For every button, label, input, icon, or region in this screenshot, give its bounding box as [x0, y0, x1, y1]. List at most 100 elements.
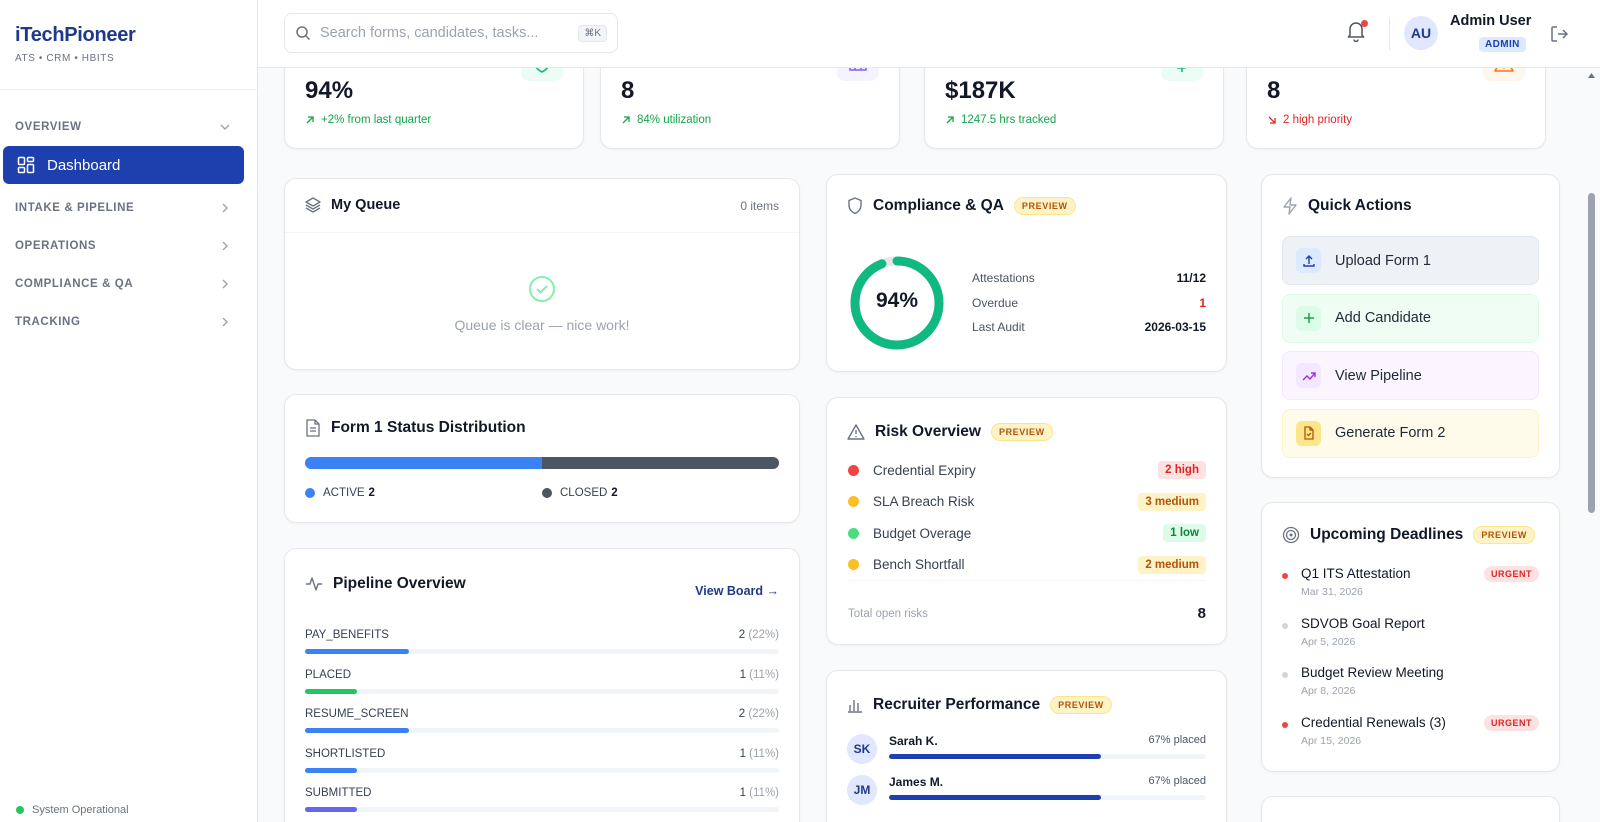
stat-trend: 2 high priority	[1267, 114, 1352, 126]
deadline-item[interactable]: SDVOB Goal Report Apr 5, 2026	[1282, 616, 1539, 664]
status-bar	[305, 457, 779, 469]
nav-group-operations[interactable]: OPERATIONS	[0, 227, 257, 265]
deadline-date: Apr 15, 2026	[1301, 734, 1362, 747]
recruiter-name: James M.	[889, 775, 944, 789]
deadline-title: Budget Review Meeting	[1301, 665, 1444, 680]
quick-action-button[interactable]: Upload Form 1	[1282, 236, 1539, 285]
scrollbar[interactable]	[1583, 68, 1600, 822]
preview-badge: PREVIEW	[1473, 526, 1536, 544]
stage-percent: (11%)	[749, 668, 779, 681]
compliance-value: 11/12	[1176, 271, 1206, 285]
arrow-up-right-icon	[946, 116, 954, 124]
compliance-label: Overdue	[972, 295, 1019, 310]
stat-card-risks[interactable]: 8 2 high priority	[1246, 68, 1546, 149]
deadline-dot	[1282, 672, 1288, 678]
quick-actions-card: Quick Actions Upload Form 1 Add Candidate…	[1261, 174, 1560, 478]
stat-sub-label: 2 high priority	[1283, 114, 1353, 126]
avatar[interactable]: AU	[1404, 16, 1438, 50]
stage-percent: (22%)	[748, 708, 779, 720]
deadline-title: Credential Renewals (3)	[1301, 714, 1446, 730]
risk-dot	[848, 464, 859, 476]
risk-name: Budget Overage	[873, 525, 972, 541]
pipeline-row[interactable]: SUBMITTED 1 (11%)	[305, 787, 779, 822]
shortcut-hint: ⌘K	[578, 24, 607, 42]
nav-group-compliance[interactable]: COMPLIANCE & QA	[0, 265, 257, 303]
compliance-label: Last Audit	[972, 320, 1025, 334]
stage-percent: (11%)	[749, 787, 779, 799]
deadline-title: Q1 ITS Attestation	[1301, 566, 1411, 581]
nav-group-overview[interactable]: OVERVIEW	[0, 108, 257, 146]
pipeline-row[interactable]: RESUME_SCREEN 2 (22%)	[305, 708, 779, 746]
recruiter-row[interactable]: SK Sarah K. 67% placed	[847, 734, 1206, 774]
pipeline-row[interactable]: PAY_BENEFITS 2 (22%)	[305, 629, 779, 667]
deadline-item[interactable]: Budget Review Meeting Apr 8, 2026	[1282, 665, 1539, 713]
logout-button[interactable]	[1549, 24, 1569, 44]
stat-card-compliance[interactable]: 94% +2% from last quarter	[284, 68, 584, 149]
warning-icon	[1483, 68, 1525, 81]
urgent-badge: URGENT	[1484, 566, 1539, 582]
layers-icon	[305, 197, 321, 213]
nav-group-intake[interactable]: INTAKE & PIPELINE	[0, 189, 257, 227]
dollar-icon	[1161, 68, 1203, 81]
brand: iTechPioneer ATS • CRM • HBITS	[0, 0, 257, 90]
brand-name[interactable]: iTechPioneer	[15, 24, 136, 46]
compliance-card: Compliance & QA PREVIEW 94% Attestations…	[826, 174, 1227, 372]
trend-icon	[1296, 363, 1321, 388]
sidebar: iTechPioneer ATS • CRM • HBITS OVERVIEW …	[0, 0, 258, 822]
topbar: ⌘K AU Admin User ADMIN	[258, 0, 1600, 68]
search-box[interactable]: ⌘K	[284, 13, 618, 53]
pipeline-row[interactable]: SHORTLISTED 1 (11%)	[305, 748, 779, 786]
stat-card-revenue[interactable]: $187K 1247.5 hrs tracked	[924, 68, 1224, 149]
recruiter-percent: 67% placed	[1148, 734, 1207, 746]
search-input[interactable]	[320, 25, 579, 41]
card-title: Form 1 Status Distribution	[331, 419, 526, 436]
stat-card-utilization[interactable]: 8 84% utilization	[600, 68, 900, 149]
risk-row[interactable]: Bench Shortfall 2 medium	[848, 551, 1206, 579]
stage-track	[305, 767, 779, 773]
deadline-item[interactable]: Credential Renewals (3) Apr 15, 2026 URGEN…	[1282, 714, 1539, 763]
nav-group-label: OPERATIONS	[15, 240, 97, 252]
card-title: My Queue	[331, 197, 401, 213]
risk-dot	[848, 527, 859, 539]
compliance-value: 2026-03-15	[1144, 320, 1206, 334]
stage-count-value: 1	[739, 787, 746, 799]
view-board-link[interactable]: View Board →	[695, 584, 779, 598]
recruiter-fill	[889, 754, 1102, 759]
recruiter-percent: 67% placed	[1148, 775, 1207, 787]
recruiter-row[interactable]: JM James M. 67% placed	[847, 775, 1206, 815]
legend-dot	[542, 488, 552, 498]
quick-action-button[interactable]: View Pipeline	[1282, 351, 1539, 400]
donut-arc	[850, 256, 944, 350]
shield-icon	[521, 68, 563, 81]
form-status-card: Form 1 Status Distribution ACTIVE 2 CLOSED…	[284, 394, 800, 523]
stage-fill	[305, 688, 358, 694]
stage-fill	[305, 807, 358, 812]
card-header: My Queue	[305, 197, 400, 213]
deadline-item[interactable]: Q1 ITS Attestation Mar 31, 2026 URGENT	[1282, 566, 1539, 614]
arrow-up-right-icon	[306, 116, 314, 124]
risk-row[interactable]: SLA Breach Risk 3 medium	[848, 488, 1206, 516]
divider	[847, 580, 1206, 581]
quick-action-button[interactable]: Add Candidate	[1282, 293, 1539, 343]
compliance-value: 1	[1199, 295, 1206, 310]
stat-value: 8	[1267, 77, 1281, 104]
notifications-button[interactable]	[1346, 20, 1368, 42]
risk-row[interactable]: Budget Overage 1 low	[848, 519, 1206, 547]
stage-label: SHORTLISTED	[305, 747, 386, 760]
chevron-down-icon	[220, 124, 230, 130]
system-status: System Operational	[16, 804, 129, 816]
stage-count-value: 2	[738, 708, 746, 720]
scroll-thumb[interactable]	[1588, 193, 1595, 513]
legend-count: 2	[368, 487, 375, 499]
logout-icon	[1551, 26, 1569, 42]
scroll-up-icon[interactable]	[1587, 72, 1596, 79]
pipeline-row[interactable]: PLACED 1 (11%)	[305, 669, 779, 707]
stat-sub-label: +2% from last quarter	[321, 114, 432, 126]
quick-action-button[interactable]: Generate Form 2	[1282, 408, 1539, 458]
quick-action-label: Generate Form 2	[1335, 425, 1446, 441]
sidebar-item-dashboard[interactable]: Dashboard	[3, 146, 244, 184]
quick-action-label: Add Candidate	[1335, 310, 1431, 326]
risk-row[interactable]: Credential Expiry 2 high	[848, 456, 1206, 484]
nav-group-tracking[interactable]: TRACKING	[0, 303, 257, 341]
total-risks-value: 8	[1197, 605, 1206, 622]
